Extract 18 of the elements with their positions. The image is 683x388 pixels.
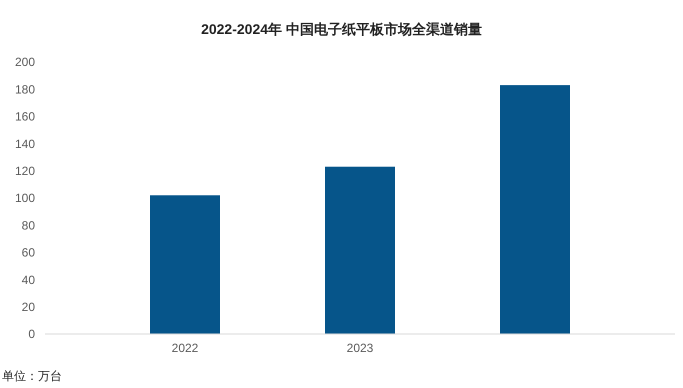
- y-tick-label: 200: [14, 55, 36, 70]
- y-tick-label: 60: [22, 246, 36, 260]
- x-tick-label: 2022: [172, 341, 199, 355]
- y-tick-label: 100: [14, 191, 36, 206]
- text: 单位：万台: [2, 369, 62, 383]
- y-tick-label: 140: [14, 136, 36, 151]
- y-tick-label: 40: [22, 272, 36, 287]
- y-tick-label: 0: [28, 327, 36, 342]
- bar: [150, 195, 220, 334]
- y-tick-label: 120: [14, 164, 36, 178]
- y-tick-label: 20: [22, 300, 36, 314]
- chart-title: 2022-2024年 中国电子纸平板市场全渠道销量: [201, 21, 482, 37]
- bar: [325, 166, 395, 334]
- x-tick-label: 2023: [346, 341, 374, 355]
- bar: [500, 85, 570, 334]
- y-tick-label: 180: [14, 82, 36, 96]
- y-tick-label: 80: [22, 218, 36, 232]
- y-tick-label: 160: [14, 110, 36, 124]
